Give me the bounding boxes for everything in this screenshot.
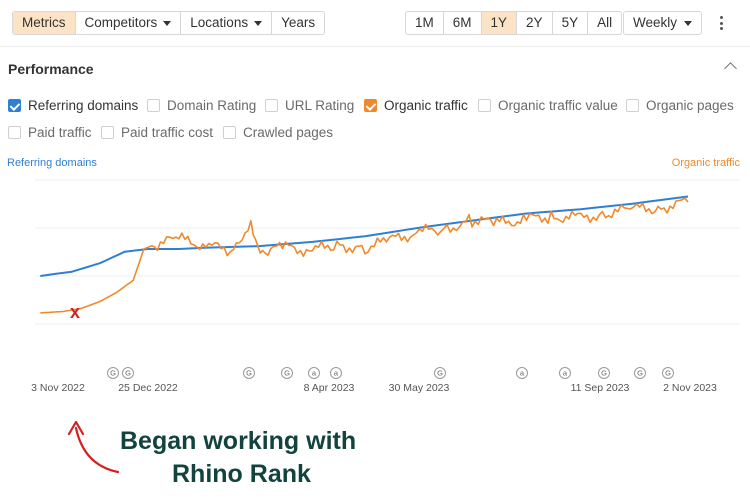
metric-label: Organic traffic value	[498, 98, 618, 113]
x-tick-label: 3 Nov 2022	[31, 382, 85, 394]
google-update-icon[interactable]: G	[598, 367, 610, 379]
x-tick-label: 11 Sep 2023	[571, 382, 630, 394]
locations-dropdown[interactable]: Locations	[181, 12, 273, 34]
checkbox-empty-icon[interactable]	[147, 99, 160, 112]
locations-label: Locations	[190, 15, 249, 30]
ahrefs-update-icon[interactable]: a	[516, 367, 528, 379]
metric-label: Domain Rating	[167, 98, 257, 113]
checkbox-empty-icon[interactable]	[101, 126, 114, 139]
ahrefs-update-icon[interactable]: a	[559, 367, 571, 379]
chevron-down-icon	[254, 21, 263, 26]
x-tick-label: 30 May 2023	[389, 382, 450, 394]
view-segment: Metrics Competitors Locations Years	[12, 11, 326, 35]
metric-checkbox-crawled-pages[interactable]: Crawled pages	[223, 125, 333, 140]
checkbox-empty-icon[interactable]	[223, 126, 236, 139]
left-axis-title: Referring domains	[7, 157, 97, 169]
metric-label: Paid traffic	[28, 125, 92, 140]
svg-text:a: a	[334, 369, 339, 378]
toolbar: Metrics Competitors Locations Years 1M 6M…	[0, 0, 750, 46]
metric-label: URL Rating	[285, 98, 355, 113]
chevron-down-icon	[684, 21, 693, 26]
checkbox-checked-icon[interactable]	[8, 99, 21, 112]
collapse-chevron-icon[interactable]	[724, 62, 737, 75]
google-update-icon[interactable]: G	[434, 367, 446, 379]
metric-checkbox-organic-traffic[interactable]: Organic traffic	[364, 98, 468, 113]
metric-checkbox-organic-pages[interactable]: Organic pages	[626, 98, 734, 113]
competitors-label: Competitors	[84, 15, 158, 30]
referring-domains-line	[40, 195, 689, 277]
x-tick-label: 25 Dec 2022	[118, 382, 178, 394]
ahrefs-update-icon[interactable]: a	[330, 367, 342, 379]
metric-checkbox-referring-domains[interactable]: Referring domains	[8, 98, 138, 113]
metric-label: Organic pages	[646, 98, 734, 113]
google-update-icon[interactable]: G	[662, 367, 674, 379]
checkbox-empty-icon[interactable]	[626, 99, 639, 112]
google-update-icon[interactable]: G	[634, 367, 646, 379]
organic-traffic-line	[40, 197, 689, 314]
svg-text:G: G	[246, 369, 252, 378]
ahrefs-update-icon[interactable]: a	[308, 367, 320, 379]
google-update-icon[interactable]: G	[122, 367, 134, 379]
annotation-line-1: Began working with	[120, 427, 357, 455]
x-tick-label: 8 Apr 2023	[304, 382, 355, 394]
checkbox-empty-icon[interactable]	[478, 99, 491, 112]
date-range-segment: 1M 6M 1Y 2Y 5Y All	[405, 11, 623, 35]
metric-checkbox-organic-traffic-value[interactable]: Organic traffic value	[478, 98, 618, 113]
google-update-icon[interactable]: G	[281, 367, 293, 379]
annotation-arrow-icon	[67, 420, 120, 474]
metric-label: Crawled pages	[243, 125, 334, 140]
google-update-icon[interactable]: G	[243, 367, 255, 379]
chevron-down-icon	[163, 21, 172, 26]
metric-label: Paid traffic cost	[121, 125, 214, 140]
svg-text:G: G	[284, 369, 290, 378]
svg-text:G: G	[637, 369, 643, 378]
svg-text:a: a	[312, 369, 317, 378]
range-button-5y[interactable]: 5Y	[553, 12, 589, 34]
checkbox-empty-icon[interactable]	[8, 126, 21, 139]
competitors-dropdown[interactable]: Competitors	[76, 12, 182, 34]
svg-text:G: G	[110, 369, 116, 378]
metrics-tab[interactable]: Metrics	[13, 12, 76, 34]
metric-checkbox-paid-traffic-cost[interactable]: Paid traffic cost	[101, 125, 213, 140]
section-title: Performance	[8, 61, 94, 77]
svg-text:G: G	[601, 369, 607, 378]
years-label: Years	[281, 15, 316, 30]
x-tick-label: 2 Nov 2023	[663, 382, 717, 394]
start-marker: x	[70, 302, 80, 322]
range-button-all[interactable]: All	[597, 15, 613, 30]
google-update-icon[interactable]: G	[107, 367, 119, 379]
svg-text:a: a	[520, 369, 525, 378]
annotation-text: Began working with Rhino Rank	[120, 425, 380, 491]
metric-label: Referring domains	[28, 98, 139, 113]
metric-checkbox-paid-traffic[interactable]: Paid traffic	[8, 125, 92, 140]
right-axis-title: Organic traffic	[671, 157, 740, 169]
range-button-1m[interactable]: 1M	[406, 12, 444, 34]
metric-checkbox-url-rating[interactable]: URL Rating	[265, 98, 354, 113]
range-button-1y[interactable]: 1Y	[481, 12, 518, 34]
toolbar-divider	[0, 46, 750, 47]
checkbox-empty-icon[interactable]	[265, 99, 278, 112]
years-tab[interactable]: Years	[272, 12, 324, 34]
interval-label: Weekly	[633, 15, 678, 30]
svg-text:G: G	[665, 369, 671, 378]
metric-checkbox-domain-rating[interactable]: Domain Rating	[147, 98, 256, 113]
annotation-line-2: Rhino Rank	[172, 460, 311, 488]
range-button-6m[interactable]: 6M	[444, 12, 482, 34]
more-options-icon[interactable]	[716, 13, 726, 33]
svg-text:G: G	[437, 369, 443, 378]
metric-label: Organic traffic	[384, 98, 468, 113]
range-button-2y[interactable]: 2Y	[517, 12, 553, 34]
metrics-tab-label: Metrics	[22, 15, 66, 30]
checkbox-checked-icon[interactable]	[364, 99, 377, 112]
svg-text:a: a	[563, 369, 568, 378]
svg-text:G: G	[125, 369, 131, 378]
interval-dropdown[interactable]: Weekly	[623, 11, 703, 35]
